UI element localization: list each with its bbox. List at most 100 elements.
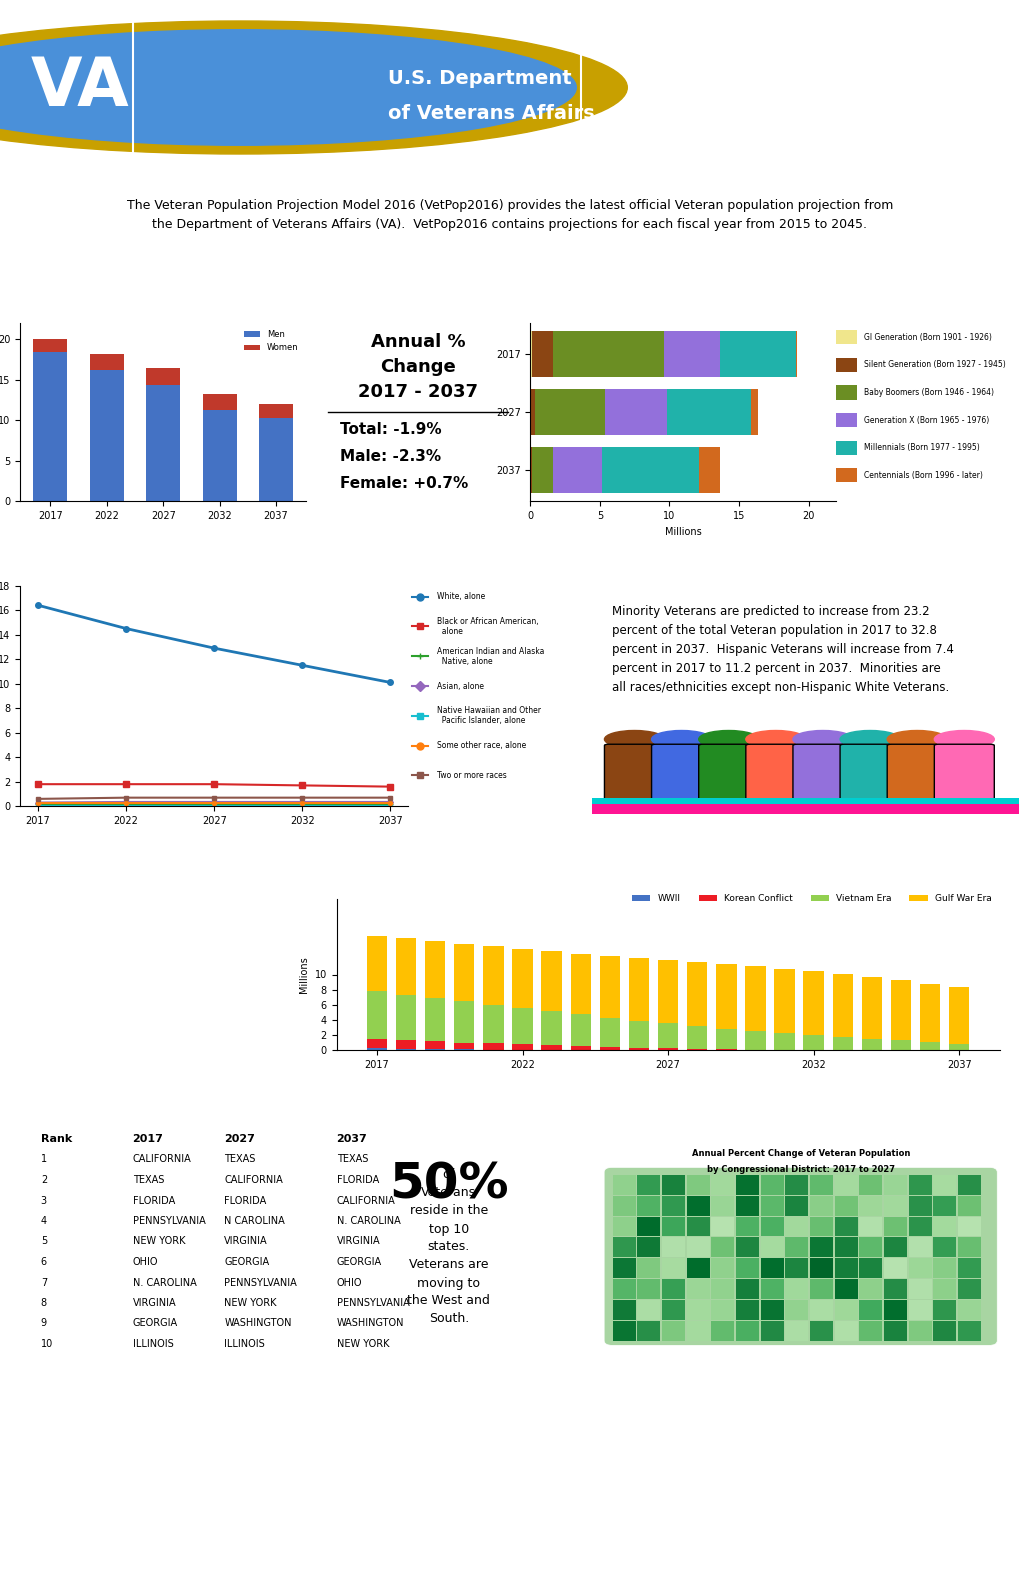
Bar [512,1045,532,1050]
Some other race, alone [120,793,132,812]
Bar [957,1258,980,1278]
Bar [395,994,416,1040]
Bar [836,441,856,455]
Bar [883,1321,906,1341]
Bar [591,804,1019,815]
Bar [760,1258,783,1278]
Bar [710,1321,734,1341]
Bar [861,1039,881,1050]
Text: Centennials (Born 1996 - later): Centennials (Born 1996 - later) [863,471,982,479]
Bar [453,944,474,1001]
Bar [661,1258,684,1278]
Text: N CAROLINA: N CAROLINA [224,1217,285,1226]
Native Hawaiian and Other Pacific Islander, alone [32,796,44,815]
Bar [637,1196,659,1215]
FancyBboxPatch shape [745,744,805,802]
Bar [809,1237,833,1258]
Text: Silent Generation (Born 1927 - 1945): Silent Generation (Born 1927 - 1945) [863,361,1005,369]
Bar [883,1196,906,1215]
Bar [735,1258,758,1278]
Bar [836,413,856,427]
White, alone [384,673,396,692]
Bar [858,1237,881,1258]
Text: World War II: World War II [102,955,195,971]
Text: Total: -1.9%: Total: -1.9% [339,422,441,438]
Bar [453,1001,474,1042]
Bar [760,1300,783,1319]
Two or more races [120,788,132,807]
Text: Generation X (Born 1965 - 1976): Generation X (Born 1965 - 1976) [863,416,988,424]
Bar [453,1042,474,1050]
Text: of Veterans Affairs: of Veterans Affairs [387,104,594,123]
Bar [686,1280,709,1299]
Bar [890,1040,910,1050]
Asian, alone [384,793,396,812]
Bar [710,1300,734,1319]
Bar [785,1174,807,1195]
Bar [637,1300,659,1319]
Text: 3: 3 [41,1196,47,1206]
Bar [687,963,707,1026]
White, alone [296,656,308,675]
Circle shape [0,30,576,145]
Text: Veteran Population
Projections
2017-2037: Veteran Population Projections 2017-2037 [635,38,965,139]
Some other race, alone [384,793,396,812]
Bar [203,410,236,501]
Bar [552,331,663,377]
Bar [661,1300,684,1319]
Bar [661,1174,684,1195]
Text: American Indian and Alaska
  Native, alone: American Indian and Alaska Native, alone [436,646,543,667]
Bar [599,1018,620,1046]
Text: Male: -2.3%: Male: -2.3% [339,449,440,463]
American Indian and Alaska Native, alone [384,794,396,813]
Bar [836,385,856,399]
Bar [599,957,620,1018]
Black or African American, alone [120,775,132,794]
Bar [628,958,648,1021]
American Indian and Alaska Native, alone [296,794,308,813]
Asian, alone [208,793,220,812]
Bar [858,1196,881,1215]
Bar [908,1174,930,1195]
Bar [666,389,750,435]
Two or more races [208,788,220,807]
Bar [425,1042,445,1050]
Bar [957,1196,980,1215]
Bar [710,1237,734,1258]
Circle shape [887,731,947,749]
Bar [541,1045,561,1050]
Text: Annual Percent Change of Veteran Population: Annual Percent Change of Veteran Populat… [691,1149,909,1158]
Bar [530,331,531,377]
Bar [795,331,797,377]
FancyBboxPatch shape [603,1168,997,1346]
White, alone [208,638,220,657]
Native Hawaiian and Other Pacific Islander, alone [296,796,308,815]
Bar [858,1300,881,1319]
Bar [932,1217,956,1237]
Text: of
Veterans
reside in the
top 10
states.
Veterans are
moving to
the West and
Sou: of Veterans reside in the top 10 states.… [407,1168,490,1325]
Text: 6: 6 [41,1258,47,1267]
Bar [661,1217,684,1237]
Bar [750,389,757,435]
Bar [637,1258,659,1278]
FancyBboxPatch shape [792,744,852,802]
FancyBboxPatch shape [604,744,663,802]
Text: FLORIDA: FLORIDA [224,1196,266,1206]
Bar [932,1321,956,1341]
Bar [601,446,699,493]
Bar [657,960,678,1023]
Bar [637,1174,659,1195]
Bar [957,1280,980,1299]
Text: N. CAROLINA: N. CAROLINA [336,1217,400,1226]
Bar [785,1258,807,1278]
Bar [611,1321,635,1341]
Line: White, alone: White, alone [36,602,392,686]
Bar [735,1237,758,1258]
Bar [919,1042,940,1051]
Asian, alone [32,793,44,812]
American Indian and Alaska Native, alone [32,794,44,813]
FancyBboxPatch shape [933,744,994,802]
Bar [861,977,881,1039]
Bar [803,1035,823,1050]
Bar [395,1048,416,1051]
